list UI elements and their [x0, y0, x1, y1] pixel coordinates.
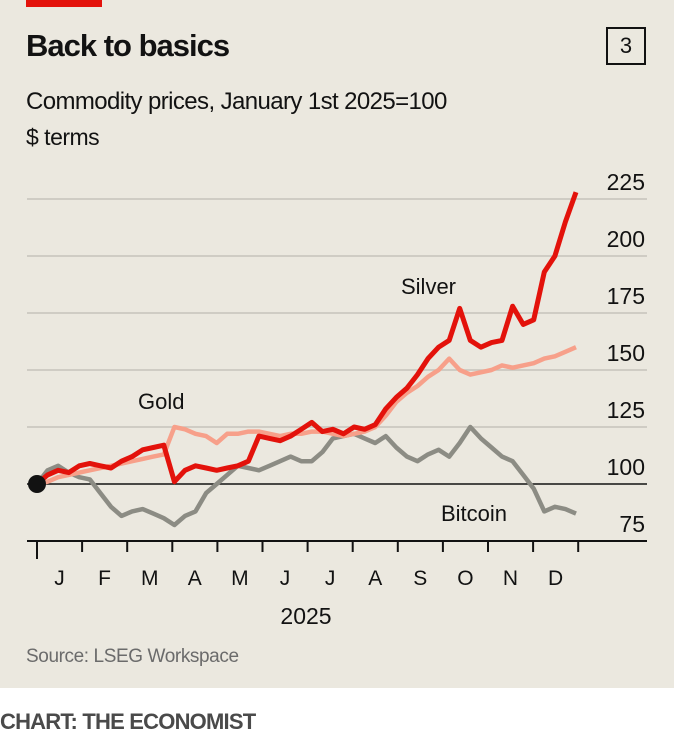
x-tick-label: M	[141, 567, 159, 590]
x-tick-label: J	[54, 567, 65, 590]
series-line-bitcoin	[35, 424, 577, 528]
unit-label: $ terms	[26, 124, 100, 150]
source-note: Source: LSEG Workspace	[26, 646, 239, 667]
series-line-gold	[36, 345, 577, 487]
y-tick-label: 125	[607, 397, 645, 423]
y-tick-label: 100	[607, 454, 645, 480]
x-tick-label: F	[98, 567, 111, 590]
x-tick-label: J	[280, 567, 291, 590]
economist-red-bar	[26, 0, 102, 7]
series-label-bitcoin: Bitcoin	[441, 501, 507, 526]
x-tick-label: A	[188, 567, 202, 590]
x-tick-label: S	[413, 567, 427, 590]
start-marker	[28, 475, 46, 493]
y-tick-label: 75	[619, 511, 645, 537]
y-tick-label: 150	[607, 340, 645, 366]
chart-title: Back to basics	[26, 28, 230, 63]
y-tick-label: 200	[607, 226, 645, 252]
chart-credit: CHART: THE ECONOMIST	[0, 709, 256, 734]
y-tick-label: 225	[607, 169, 645, 195]
x-tick-label: N	[503, 567, 518, 590]
x-tick-label: J	[325, 567, 336, 590]
y-tick-label: 175	[607, 283, 645, 309]
x-tick-label: A	[368, 567, 382, 590]
series-label-gold: Gold	[138, 389, 184, 414]
series-label-silver: Silver	[401, 274, 456, 299]
x-axis-label: 2025	[280, 603, 331, 629]
chart-subtitle: Commodity prices, January 1st 2025=100	[26, 88, 447, 115]
x-tick-label: O	[457, 567, 473, 590]
series-line-silver	[35, 191, 579, 486]
line-chart: 75 100 125 150 175 200 225 J F M A M J J A S O N D Gold Si…	[27, 169, 647, 629]
x-tick-label: D	[548, 567, 563, 590]
chart-panel	[0, 0, 674, 688]
chart-number-badge: 3	[606, 27, 646, 65]
x-tick-label: M	[231, 567, 249, 590]
